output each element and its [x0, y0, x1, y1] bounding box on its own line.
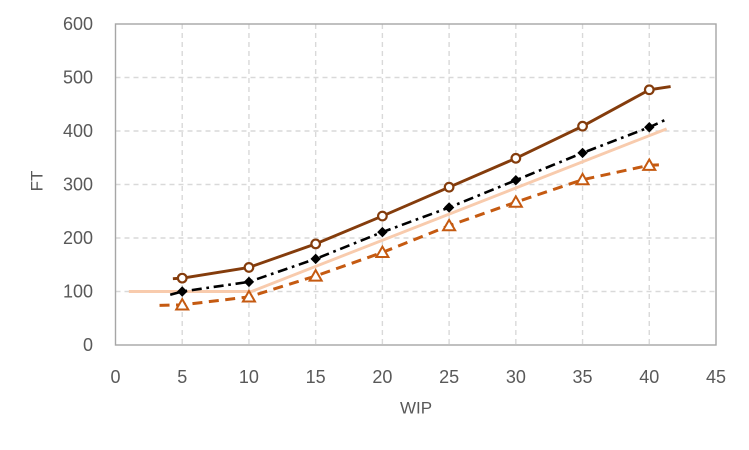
brown-dashed-triangle-series-marker [508, 194, 524, 208]
x-tick-label: 15 [306, 367, 326, 387]
y-tick-label: 200 [63, 228, 93, 248]
x-tick-label: 45 [706, 367, 726, 387]
brown-dashed-triangle-series-marker [574, 171, 591, 186]
dark-brown-solid-circle-series-marker [577, 120, 588, 132]
dark-brown-solid-circle-series-marker [176, 272, 188, 284]
black-dashdot-diamond-series-marker [310, 253, 321, 265]
black-dashdot-diamond-series-marker [243, 276, 255, 288]
dark-brown-solid-circle-series-marker [376, 210, 388, 222]
y-tick-label: 400 [63, 121, 93, 141]
y-tick-label: 600 [63, 14, 93, 34]
brown-dashed-triangle-series-marker [641, 157, 658, 171]
black-dashdot-diamond-series-marker [577, 147, 588, 159]
black-dashdot-diamond-series-marker [644, 122, 655, 133]
dark-brown-solid-circle-series-marker [443, 181, 455, 193]
black-dashdot-diamond-series-marker [377, 226, 388, 238]
dark-brown-solid-circle-series-marker [243, 262, 255, 273]
x-tick-label: 30 [506, 367, 526, 387]
brown-dashed-triangle-series-marker [241, 289, 257, 303]
dark-brown-solid-circle-series-line [172, 85, 671, 281]
dark-brown-solid-circle-series-marker [310, 238, 322, 250]
dark-brown-solid-circle-series-marker [643, 84, 655, 96]
brown-dashed-triangle-series-marker [374, 244, 391, 259]
y-tick-label: 0 [83, 335, 93, 355]
y-tick-label: 100 [63, 282, 93, 302]
black-dashdot-diamond-series-marker [443, 202, 455, 213]
y-tick-label: 500 [63, 68, 93, 88]
x-tick-label: 35 [573, 367, 593, 387]
x-axis-title: WIP [399, 398, 433, 418]
brown-dashed-triangle-series-marker [441, 217, 457, 232]
y-axis-title: FT [27, 170, 47, 192]
plot-border [114, 23, 717, 346]
x-tick-label: 10 [239, 367, 259, 387]
brown-dashed-triangle-series-line [159, 163, 666, 307]
brown-dashed-triangle-series-marker [174, 297, 190, 311]
x-tick-label: 5 [177, 367, 187, 387]
x-tick-label: 25 [439, 367, 459, 387]
x-tick-label: 20 [372, 367, 392, 387]
y-tick-label: 300 [63, 175, 93, 195]
x-tick-label: 40 [639, 367, 659, 387]
brown-dashed-triangle-series-marker [307, 268, 324, 282]
peach-solid-line-line [128, 127, 668, 293]
dark-brown-solid-circle-series-marker [510, 152, 522, 164]
black-dashdot-diamond-series-marker [510, 175, 522, 186]
x-tick-label: 0 [110, 367, 120, 387]
black-dashdot-diamond-series-marker [177, 286, 188, 297]
black-dashdot-diamond-series-line [169, 118, 668, 296]
